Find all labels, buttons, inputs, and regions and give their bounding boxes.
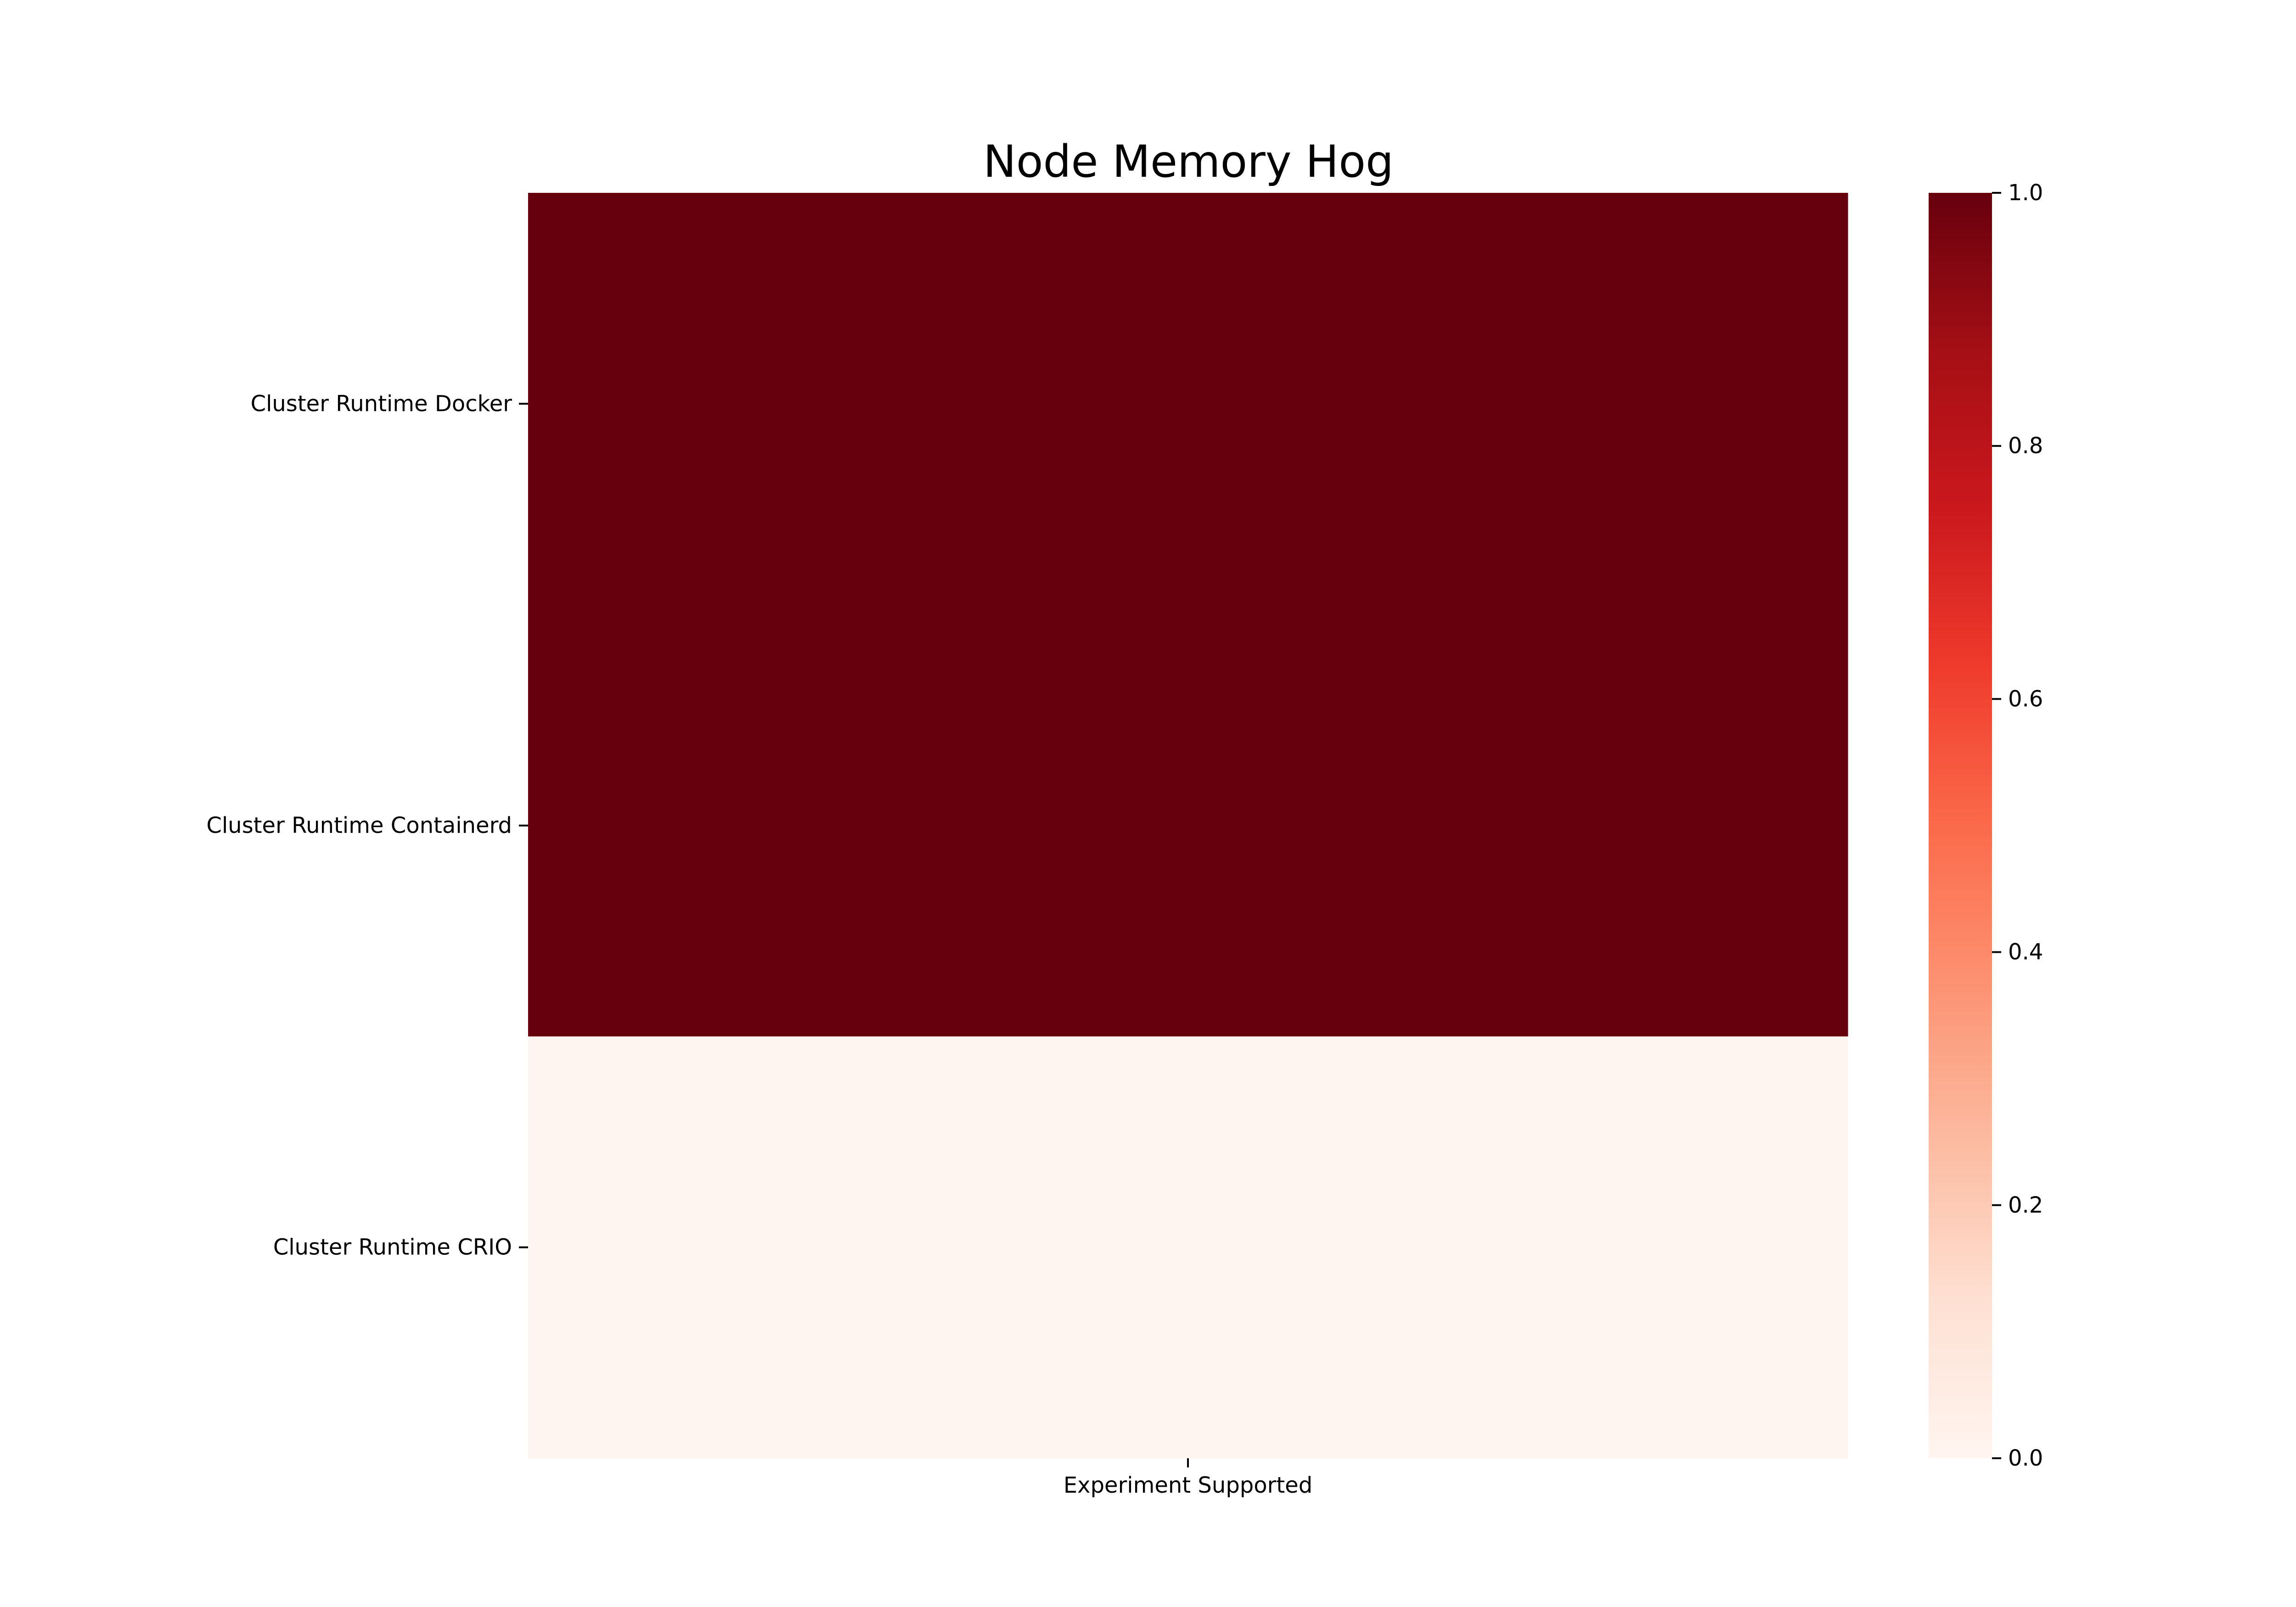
y-tick-label: Cluster Runtime CRIO [273,1235,512,1260]
x-tick-label: Experiment Supported [1064,1472,1312,1498]
y-tick-label: Cluster Runtime Containerd [206,813,512,838]
colorbar-tick-label: 1.0 [2008,180,2043,206]
heatmap-cells [528,193,1848,1459]
colorbar [1929,193,1992,1458]
colorbar-tick-label: 0.2 [2008,1192,2043,1218]
colorbar-tick-label: 0.0 [2008,1445,2043,1471]
y-axis: Cluster Runtime Docker Cluster Runtime Co… [206,391,528,1260]
chart-title: Node Memory Hog [983,136,1394,187]
heatmap-cell [528,1036,1848,1459]
x-axis: Experiment Supported [1064,1458,1312,1498]
colorbar-tick-label: 0.4 [2008,939,2043,965]
heatmap-cell [528,614,1848,1037]
colorbar-tick-label: 0.6 [2008,686,2043,712]
colorbar-tick-label: 0.8 [2008,433,2043,459]
y-tick-label: Cluster Runtime Docker [251,391,512,416]
colorbar-ticks: 0.0 0.2 0.4 0.6 0.8 1.0 [1992,180,2043,1471]
heatmap-cell [528,193,1848,615]
